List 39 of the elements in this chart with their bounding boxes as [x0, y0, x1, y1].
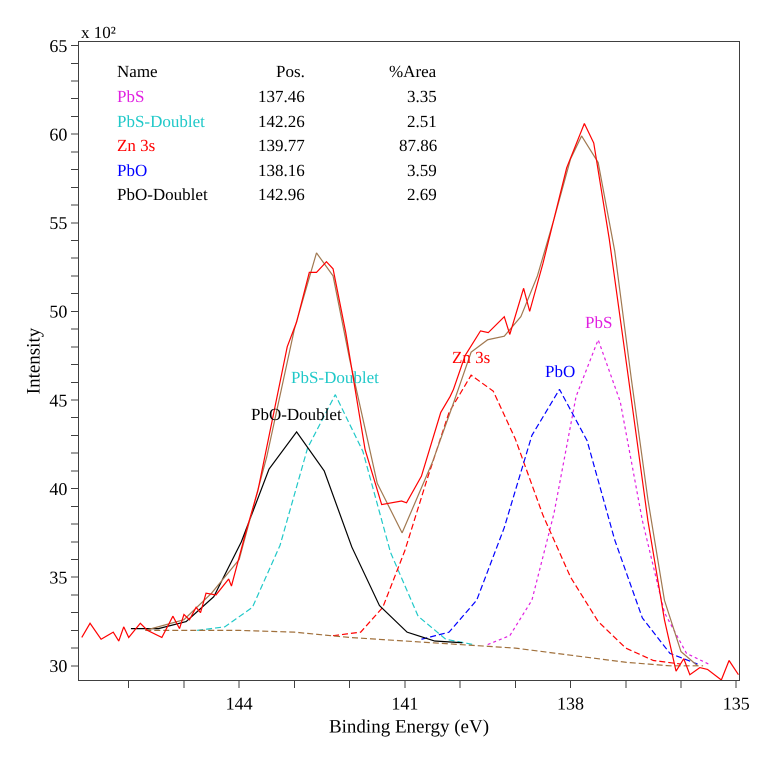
y-tick-label: 65	[49, 36, 68, 56]
x-tick-label: 144	[226, 694, 253, 714]
annotation: Name	[117, 62, 158, 81]
y-tick-label: 50	[49, 302, 68, 322]
annotation: 87.86	[399, 136, 438, 155]
annotation: 2.51	[407, 112, 437, 131]
annotation: Pos.	[276, 62, 305, 81]
text: x 10²	[81, 23, 116, 42]
annotation: PbO	[117, 161, 148, 180]
series-label: PbO	[545, 362, 576, 381]
line-series	[130, 431, 463, 644]
y-tick-label: 30	[49, 656, 68, 676]
y-tick-label: 35	[49, 568, 68, 588]
annotation: 142.96	[258, 185, 305, 204]
annotation: 3.35	[407, 87, 437, 106]
annotation: 3.59	[407, 161, 437, 180]
annotation: 142.26	[258, 112, 305, 131]
annotation: 139.77	[258, 136, 306, 155]
x-axis-title: Binding Energy (eV)	[328, 716, 490, 738]
x-tick-label: 135	[722, 694, 750, 714]
y-tick-label: 60	[49, 124, 68, 144]
annotation: 138.16	[258, 161, 305, 180]
annotation: PbO-Doublet	[117, 185, 208, 204]
line-series	[144, 630, 704, 666]
annotation: PbS-Doublet	[117, 112, 206, 131]
annotation: %Area	[389, 62, 437, 81]
series-label: PbS	[585, 313, 612, 332]
line-series	[420, 388, 698, 665]
annotation: 137.46	[258, 87, 305, 106]
y-tick-label: 55	[49, 213, 68, 234]
y-tick-label: 45	[49, 390, 68, 410]
y-axis-title: Intensity	[23, 327, 44, 394]
x-tick-label: 138	[557, 694, 584, 714]
annotation: PbS	[117, 87, 144, 106]
x-tick-label: 141	[391, 694, 418, 714]
annotation: 2.69	[407, 185, 437, 204]
annotation: Zn 3s	[117, 136, 156, 155]
line-series	[196, 394, 474, 646]
y-tick-label: 40	[49, 478, 68, 499]
